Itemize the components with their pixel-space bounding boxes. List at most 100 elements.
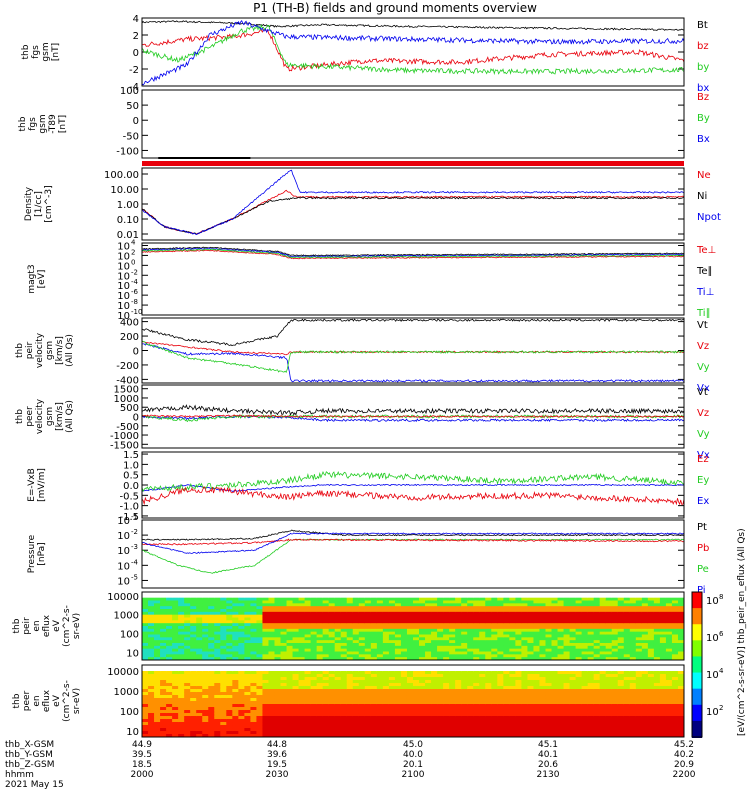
spec-cell <box>479 648 486 652</box>
spec-cell <box>142 731 149 735</box>
spec-cell <box>527 609 534 613</box>
spec-cell <box>220 606 227 610</box>
spec-cell <box>557 683 565 687</box>
spec-cell <box>431 695 438 699</box>
spec-cell <box>142 614 149 618</box>
spec-cell <box>190 634 197 638</box>
spec-cell <box>202 731 209 735</box>
spec-cell <box>413 677 420 681</box>
spec-cell <box>316 600 324 604</box>
spec-cell <box>280 626 288 630</box>
spec-cell <box>611 594 619 599</box>
spec-cell <box>160 701 167 705</box>
spec-cell <box>214 704 221 708</box>
spec-cell <box>623 643 631 647</box>
spec-cell <box>599 654 607 658</box>
spec-cell <box>659 674 667 678</box>
spec-cell <box>491 698 498 702</box>
spec-cell <box>503 609 510 613</box>
spec-cell <box>563 692 571 696</box>
spec-cell <box>190 651 197 655</box>
spec-cell <box>491 600 498 604</box>
spec-cell <box>220 626 227 630</box>
spec-cell <box>358 698 366 702</box>
spec-cell <box>148 710 155 714</box>
spec-cell <box>400 686 408 690</box>
spec-cell <box>545 719 553 723</box>
spec-cell <box>376 623 384 627</box>
spec-cell <box>274 594 282 599</box>
spec-cell <box>304 665 312 669</box>
spec-cell <box>677 716 685 720</box>
spec-cell <box>142 686 149 690</box>
spec-cell <box>575 651 583 655</box>
spec-cell <box>449 609 456 613</box>
spec-cell <box>376 651 384 655</box>
spec-cell <box>226 671 233 675</box>
spec-cell <box>569 692 577 696</box>
spec-cell <box>268 623 275 627</box>
spec-cell <box>244 701 251 705</box>
spec-cell <box>545 689 553 693</box>
spec-cell <box>322 719 330 723</box>
spec-cell <box>437 704 444 708</box>
spec-cell <box>467 716 474 720</box>
spec-cell <box>635 600 643 604</box>
spec-cell <box>671 668 679 672</box>
spec-cell <box>629 594 637 599</box>
spec-cell <box>497 734 504 738</box>
spec-cell <box>142 617 149 621</box>
spec-cell <box>316 698 324 702</box>
y-tick-label-peer_vel: 500 <box>120 403 139 414</box>
spec-cell <box>593 623 601 627</box>
spec-cell <box>304 671 312 675</box>
spec-cell <box>611 634 619 638</box>
spec-cell <box>172 722 179 726</box>
spec-cell <box>647 722 655 726</box>
spec-cell <box>569 719 577 723</box>
spec-cell <box>485 692 492 696</box>
spec-cell <box>605 674 613 678</box>
spec-cell <box>623 614 631 618</box>
spec-cell <box>455 683 462 687</box>
spec-cell <box>605 713 613 717</box>
spec-cell <box>250 645 257 650</box>
spec-cell <box>400 668 408 672</box>
spec-cell <box>178 668 185 672</box>
spec-cell <box>569 620 577 624</box>
spec-cell <box>268 710 275 714</box>
spec-cell <box>509 728 516 732</box>
spec-cell <box>521 677 528 681</box>
spec-cell <box>220 603 227 607</box>
y-tick-exp-temp: -2 <box>131 268 138 276</box>
spec-cell <box>611 617 619 621</box>
spec-cell <box>653 594 661 599</box>
spec-cell <box>593 611 601 616</box>
y-tick-label-density: 0.01 <box>117 230 139 241</box>
spec-cell <box>599 640 607 644</box>
spec-cell <box>196 689 203 693</box>
spec-cell <box>196 645 203 650</box>
spec-cell <box>437 611 444 616</box>
spec-cell <box>497 609 504 613</box>
spec-cell <box>226 651 233 655</box>
spec-cell <box>154 592 161 596</box>
spec-cell <box>551 665 559 669</box>
spec-cell <box>376 617 384 621</box>
spec-cell <box>665 611 673 616</box>
spec-cell <box>593 651 601 655</box>
spec-cell <box>599 695 607 699</box>
spec-cell <box>400 725 408 729</box>
spec-cell <box>629 683 637 687</box>
spec-cell <box>635 628 643 633</box>
spec-cell <box>250 654 257 658</box>
y-tick-label-peir_spec: 100 <box>120 630 139 641</box>
spec-cell <box>611 651 619 655</box>
spec-cell <box>563 657 571 661</box>
spec-cell <box>569 654 577 658</box>
spec-cell <box>665 668 673 672</box>
spec-cell <box>557 597 565 601</box>
spec-cell <box>479 725 486 729</box>
spec-cell <box>148 680 155 684</box>
spec-cell <box>647 623 655 627</box>
